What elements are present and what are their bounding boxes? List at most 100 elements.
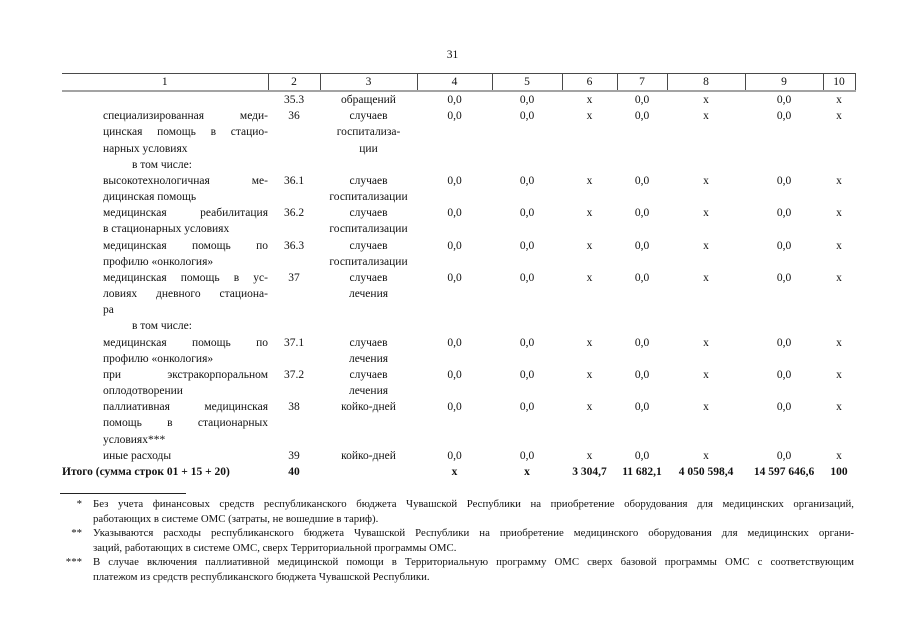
row-value: x	[586, 449, 593, 462]
row-number: 40	[288, 465, 300, 478]
row-value: 0,0	[519, 449, 535, 462]
row-value: 0,0	[519, 401, 535, 414]
row-unit	[320, 318, 417, 334]
row-label-line: медицинская помощь по	[103, 239, 268, 252]
row-value: x	[586, 336, 593, 349]
row-label-line: нарных условиях	[103, 142, 188, 155]
row-label-line: профилю «онкология»	[103, 352, 214, 365]
footnote: *** В случае включения паллиативной медиц…	[62, 555, 854, 584]
row-unit-line: случаев	[349, 368, 388, 381]
row-label: медицинская помощь по профилю «онкология»	[62, 238, 268, 270]
table-row: иные расходы 39 койко-дней 0,0 0,0 x 0,0 x 0,0 x	[62, 448, 855, 464]
row-label: медицинская помощь по профилю «онкология»	[62, 335, 268, 367]
row-value: x	[836, 239, 842, 252]
row-unit: случаев госпитализа-ции	[320, 108, 417, 157]
row-value: 0,0	[776, 271, 792, 284]
row-value: 0,0	[447, 207, 462, 220]
row-label-line: ра	[103, 304, 114, 317]
row-label-line: профилю «онкология»	[103, 255, 214, 268]
row-value: 0,0	[634, 239, 650, 252]
row-label-line: цинская помощь в стацио-	[103, 126, 268, 139]
row-unit-line: случаев	[349, 174, 388, 187]
row-value	[823, 318, 855, 334]
row-unit-line: случаев	[349, 271, 388, 284]
row-number: 39	[288, 449, 300, 462]
row-label: в том числе:	[62, 157, 268, 173]
row-label: иные расходы	[62, 448, 268, 464]
header-col: 1	[62, 73, 268, 92]
row-value: 14 597 646,6	[753, 465, 815, 478]
row-value: x	[836, 368, 842, 381]
row-value	[562, 157, 617, 173]
table-row: при экстракорпоральном оплодотворении 37.2…	[62, 367, 855, 399]
row-value: x	[703, 110, 709, 123]
row-label-line: в том числе:	[132, 158, 192, 171]
row-value: x	[836, 271, 842, 284]
row-unit: случаев госпитализации	[320, 238, 417, 270]
row-label: медицинская помощь в ус-ловиях дневного …	[62, 270, 268, 319]
row-number: 35.3	[283, 94, 305, 106]
row-label: при экстракорпоральном оплодотворении	[62, 367, 268, 399]
row-value: x	[586, 401, 593, 414]
row-value: x	[586, 94, 593, 106]
row-value: x	[703, 271, 709, 284]
row-number: 38	[288, 401, 300, 414]
row-value: 4 050 598,4	[678, 465, 734, 478]
row-label-line: в том числе:	[132, 320, 192, 333]
row-value	[667, 318, 745, 334]
footnote: * Без учета финансовых средств республика…	[62, 497, 854, 526]
table-row: в том числе:	[62, 318, 855, 334]
table-header-row: 1 2 3 4 5 6 7 8 9 10	[62, 73, 856, 92]
row-value: x	[586, 368, 593, 381]
row-value: 0,0	[519, 368, 535, 381]
row-label-line: высокотехнологичная ме-	[103, 174, 268, 187]
row-label-line: условиях***	[103, 433, 166, 446]
row-value: x	[451, 465, 458, 478]
footnote-line: В случае включения паллиативной медицинс…	[93, 556, 854, 568]
row-number: 37	[288, 271, 300, 284]
row-unit: койко-дней	[320, 399, 417, 448]
header-col: 2	[267, 73, 320, 92]
row-value: 0,0	[776, 368, 792, 381]
table-row: медицинская помощь в ус-ловиях дневного …	[62, 270, 855, 319]
row-unit	[320, 464, 417, 480]
row-value: x	[703, 368, 709, 381]
row-number: 36.2	[283, 207, 305, 220]
row-label-line: в стационарных условиях	[103, 223, 230, 236]
header-col: 5	[491, 73, 562, 92]
row-value: 0,0	[634, 449, 650, 462]
row-unit: случаев лечения	[320, 367, 417, 399]
row-label-line: медицинская реабилитация	[103, 207, 268, 220]
row-value: x	[586, 174, 593, 187]
row-value: 0,0	[634, 271, 650, 284]
row-value	[417, 318, 492, 334]
row-unit-line: лечения	[348, 352, 389, 365]
row-unit-line: случаев	[349, 336, 388, 349]
row-value: 0,0	[776, 449, 792, 462]
row-unit: случаев госпитализации	[320, 173, 417, 205]
footnote-line: Указываются расходы республиканского бюд…	[93, 527, 854, 539]
row-label: высокотехнологичная ме-дицинская помощь	[62, 173, 268, 205]
row-value: 0,0	[447, 449, 462, 462]
row-value: x	[586, 207, 593, 220]
row-value	[745, 318, 823, 334]
footnote-text: Без учета финансовых средств республикан…	[93, 497, 854, 526]
row-unit-line: госпитализации	[329, 191, 408, 204]
row-unit-line: случаев	[349, 239, 388, 252]
row-label-line: специализированная меди-	[103, 110, 268, 123]
row-number: 36.3	[283, 239, 305, 252]
row-unit-line: госпитализа-	[336, 126, 401, 139]
row-label-line: дицинская помощь	[103, 191, 197, 204]
row-label: медицинская реабилитация в стационарных у…	[62, 205, 268, 237]
row-value: 0,0	[447, 94, 462, 106]
row-value: 0,0	[634, 174, 650, 187]
row-unit: обращений	[320, 91, 417, 108]
row-value: 0,0	[519, 110, 535, 123]
row-value: x	[703, 401, 709, 414]
row-unit-line: обращений	[341, 94, 396, 106]
row-value: 0,0	[634, 401, 650, 414]
row-value: 0,0	[447, 110, 462, 123]
footnote-marker: **	[71, 527, 82, 539]
row-value: 0,0	[776, 239, 792, 252]
row-label	[62, 91, 268, 108]
